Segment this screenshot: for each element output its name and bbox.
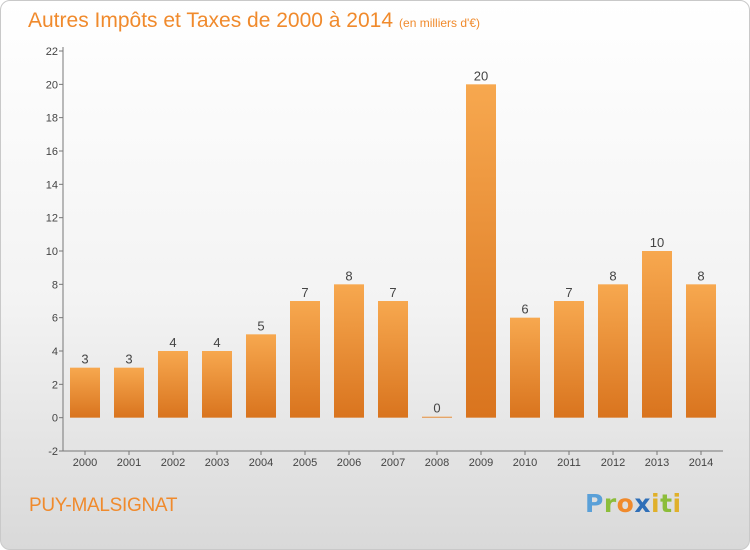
x-tick-label: 2014	[689, 457, 713, 469]
x-tick-label: 2010	[513, 457, 537, 469]
y-tick-label: 18	[46, 113, 58, 125]
x-tick-label: 2004	[249, 457, 273, 469]
chart-value-labels: 3 3 4 4 5 7 8 7 0 20 6 7 8 10 8	[81, 68, 704, 415]
bar	[70, 367, 100, 418]
bar-value-label: 3	[81, 352, 88, 367]
bar	[158, 351, 188, 418]
x-tick-label: 2013	[645, 457, 669, 469]
chart-bars	[70, 84, 716, 418]
proxiti-logo: Proxiti	[585, 489, 682, 518]
bar-value-label: 5	[257, 318, 264, 333]
x-tick-label: 2011	[557, 457, 581, 469]
y-tick-label: 8	[52, 279, 58, 291]
y-tick-label: 16	[46, 146, 58, 158]
bar-value-label: 7	[389, 285, 396, 300]
bar	[466, 84, 496, 418]
bar-value-label: 7	[565, 285, 572, 300]
bar	[334, 284, 364, 418]
y-tick-label: 4	[52, 346, 58, 358]
bar-value-label: 8	[697, 268, 704, 283]
y-tick-label: 0	[52, 413, 58, 425]
bar	[642, 251, 672, 418]
bar-value-label: 6	[521, 302, 528, 317]
y-tick-label: 12	[46, 213, 58, 225]
bar	[422, 416, 452, 418]
bar	[378, 301, 408, 418]
x-tick-label: 2007	[381, 457, 405, 469]
x-tick-label: 2012	[601, 457, 625, 469]
bar-value-label: 10	[650, 235, 664, 250]
y-tick-label: -2	[48, 446, 58, 458]
y-tick-label: 2	[52, 379, 58, 391]
y-tick-label: 10	[46, 246, 58, 258]
x-tick-label: 2002	[161, 457, 185, 469]
chart-subtitle: (en milliers d'€)	[399, 16, 481, 30]
y-tick-label: 22	[46, 46, 58, 58]
bar	[554, 301, 584, 418]
bar	[686, 284, 716, 418]
bar	[114, 367, 144, 418]
y-tick-label: 6	[52, 313, 58, 325]
bar-value-label: 8	[345, 268, 352, 283]
bar-value-label: 3	[125, 352, 132, 367]
bar-value-label: 4	[169, 335, 176, 350]
y-tick-label: 14	[46, 179, 58, 191]
bar	[510, 317, 540, 418]
x-tick-label: 2005	[293, 457, 317, 469]
x-tick-label: 2008	[425, 457, 449, 469]
bar-value-label: 0	[433, 401, 440, 416]
x-tick-label: 2003	[205, 457, 229, 469]
x-tick-label: 2001	[117, 457, 141, 469]
x-tick-label: 2006	[337, 457, 361, 469]
bar-value-label: 20	[474, 68, 488, 83]
x-tick-label: 2000	[73, 457, 97, 469]
bar-value-label: 8	[609, 268, 616, 283]
location-name: PUY-MALSIGNAT	[29, 495, 178, 516]
bar	[598, 284, 628, 418]
bar	[290, 301, 320, 418]
bar-value-label: 7	[301, 285, 308, 300]
y-tick-label: 20	[46, 79, 58, 91]
chart-title-text: Autres Impôts et Taxes de 2000 à 2014	[28, 9, 394, 32]
x-tick-label: 2009	[469, 457, 493, 469]
bar	[202, 351, 232, 418]
bar	[246, 334, 276, 418]
bar-value-label: 4	[213, 335, 220, 350]
chart-title: Autres Impôts et Taxes de 2000 à 2014 (en…	[28, 9, 480, 33]
